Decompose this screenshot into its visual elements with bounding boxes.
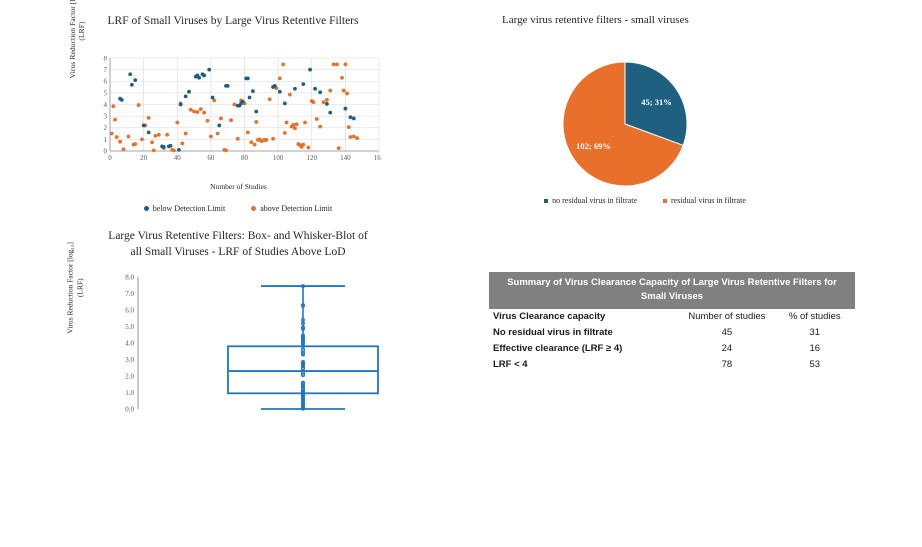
legend-label: no residual virus in filtrate bbox=[552, 196, 637, 205]
summary-table-caption: Summary of Virus Clearance Capacity of L… bbox=[489, 272, 855, 309]
legend-dot-icon bbox=[143, 206, 149, 211]
svg-text:60: 60 bbox=[207, 154, 215, 162]
table-row: LRF < 4 78 53 bbox=[489, 357, 855, 373]
svg-text:3: 3 bbox=[104, 113, 108, 121]
scatter-plot-area: 012345678020406080100120140160 bbox=[96, 56, 382, 163]
scatter-svg: 012345678020406080100120140160 bbox=[104, 56, 382, 162]
svg-text:4: 4 bbox=[104, 101, 108, 109]
row-label: Effective clearance (LRF ≥ 4) bbox=[493, 343, 623, 355]
svg-text:100: 100 bbox=[273, 154, 284, 162]
legend-square-icon bbox=[544, 198, 549, 203]
summary-table-head: Virus Clearance capacity Number of studi… bbox=[489, 309, 855, 325]
svg-text:5: 5 bbox=[104, 89, 108, 97]
legend-item-residual-virus: residual virus in filtrate bbox=[663, 196, 746, 205]
table-row: Effective clearance (LRF ≥ 4) 24 16 bbox=[489, 341, 855, 357]
table-header-row: Virus Clearance capacity Number of studi… bbox=[489, 309, 855, 325]
row-label: LRF < 4 bbox=[493, 359, 528, 371]
column-header-percent: % of studies bbox=[788, 311, 841, 323]
table-row: No residual virus in filtrate 45 31 bbox=[489, 325, 855, 341]
row-percent-of-studies: 31 bbox=[809, 327, 821, 339]
pie-legend: no residual virus in filtrate residual v… bbox=[490, 196, 800, 205]
svg-text:7.0: 7.0 bbox=[125, 290, 134, 298]
summary-table-panel: Summary of Virus Clearance Capacity of L… bbox=[489, 272, 855, 373]
svg-text:102; 69%: 102; 69% bbox=[576, 141, 611, 151]
svg-text:6: 6 bbox=[104, 78, 108, 86]
svg-text:8: 8 bbox=[104, 56, 108, 62]
boxplot-title-line1: Large Virus Retentive Filters: Box- and … bbox=[108, 230, 368, 242]
legend-square-icon bbox=[663, 198, 667, 203]
legend-dot-icon bbox=[251, 206, 257, 211]
boxplot-panel: Large Virus Retentive Filters: Box- and … bbox=[38, 228, 438, 438]
svg-text:5.0: 5.0 bbox=[125, 323, 134, 331]
row-percent-of-studies: 16 bbox=[809, 343, 821, 355]
row-number-of-studies: 78 bbox=[721, 359, 733, 371]
svg-text:0: 0 bbox=[108, 154, 112, 162]
boxplot-plot-area: 0.0 1.0 2.0 3.0 4.0 5.0 6.0 7.0 8.0 bbox=[116, 273, 416, 423]
svg-text:4.0: 4.0 bbox=[125, 339, 134, 347]
boxplot-y-axis-label-line1: Virus Reduction Factor [log₁₀] bbox=[65, 241, 75, 334]
row-number-of-studies: 45 bbox=[721, 327, 733, 339]
scatter-x-axis-label: Number of Studies bbox=[210, 182, 267, 191]
legend-item-no-residual-virus: no residual virus in filtrate bbox=[544, 196, 637, 205]
summary-table-body: No residual virus in filtrate 45 31 Effe… bbox=[489, 325, 855, 373]
pie-svg: 45; 31% 102; 69% bbox=[562, 61, 688, 187]
legend-label: above Detection Limit bbox=[260, 204, 333, 213]
column-header-capacity: Virus Clearance capacity bbox=[493, 311, 606, 323]
legend-label: residual virus in filtrate bbox=[671, 196, 746, 205]
boxplot-y-axis-label-line2: (LRF) bbox=[75, 278, 84, 298]
svg-text:80: 80 bbox=[241, 154, 249, 162]
boxplot-y-axis-label: Virus Reduction Factor [log₁₀] (LRF) bbox=[65, 223, 85, 353]
svg-text:160: 160 bbox=[374, 154, 381, 162]
scatter-y-axis-label: Virus Reduction Factor [log₁₀] (LRF) bbox=[68, 0, 86, 79]
svg-text:45; 31%: 45; 31% bbox=[641, 97, 671, 107]
scatter-chart-title: LRF of Small Viruses by Large Virus Rete… bbox=[107, 15, 359, 27]
svg-text:3.0: 3.0 bbox=[125, 356, 134, 364]
svg-text:20: 20 bbox=[140, 154, 148, 162]
summary-table: Summary of Virus Clearance Capacity of L… bbox=[489, 272, 855, 373]
pie-chart-panel: Large virus retentive filters - small vi… bbox=[480, 14, 810, 219]
svg-text:2: 2 bbox=[104, 124, 108, 132]
svg-text:1.0: 1.0 bbox=[125, 389, 134, 397]
svg-text:0: 0 bbox=[104, 147, 108, 155]
row-percent-of-studies: 53 bbox=[809, 359, 821, 371]
scatter-legend: below Detection Limit above Detection Li… bbox=[78, 204, 398, 213]
svg-text:2.0: 2.0 bbox=[125, 372, 134, 380]
legend-label: below Detection Limit bbox=[152, 204, 226, 213]
boxplot-title-line2: all Small Viruses - LRF of Studies Above… bbox=[130, 246, 346, 259]
boxplot-title: Large Virus Retentive Filters: Box- and … bbox=[38, 228, 438, 260]
legend-item-above-detection-limit: above Detection Limit bbox=[251, 204, 332, 213]
row-number-of-studies: 24 bbox=[721, 343, 733, 355]
svg-text:6.0: 6.0 bbox=[125, 306, 134, 314]
legend-item-below-detection-limit: below Detection Limit bbox=[143, 204, 226, 213]
pie-chart-title: Large virus retentive filters - small vi… bbox=[502, 14, 689, 26]
svg-text:8.0: 8.0 bbox=[125, 273, 134, 281]
svg-text:120: 120 bbox=[307, 154, 318, 162]
svg-text:40: 40 bbox=[174, 154, 182, 162]
svg-text:7: 7 bbox=[104, 66, 108, 74]
row-label: No residual virus in filtrate bbox=[493, 327, 613, 339]
scatter-chart-panel: LRF of Small Viruses by Large Virus Rete… bbox=[58, 0, 408, 219]
pie-plot-area: 45; 31% 102; 69% bbox=[540, 52, 710, 197]
column-header-number: Number of studies bbox=[688, 311, 766, 323]
svg-text:1: 1 bbox=[104, 136, 108, 144]
boxplot-svg: 0.0 1.0 2.0 3.0 4.0 5.0 6.0 7.0 8.0 bbox=[125, 273, 379, 413]
svg-text:140: 140 bbox=[340, 154, 351, 162]
svg-text:0.0: 0.0 bbox=[125, 405, 134, 413]
